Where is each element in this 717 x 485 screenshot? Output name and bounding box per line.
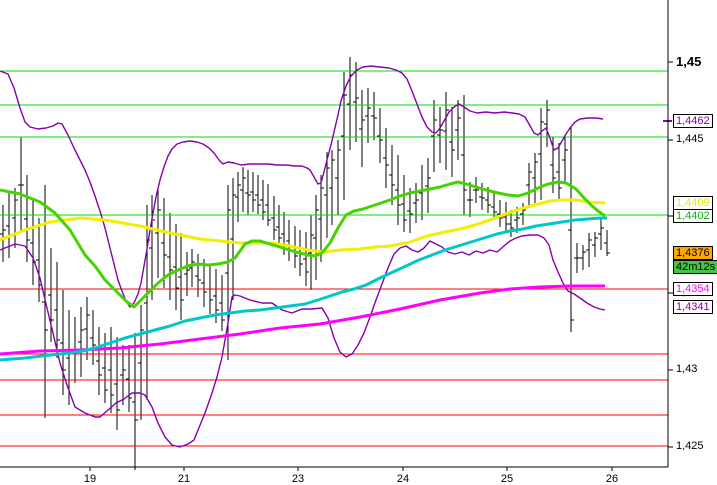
- bollinger-upper-line: [0, 65, 604, 308]
- ma-magenta-line: [0, 284, 605, 356]
- bollinger-lower-line: [0, 234, 606, 448]
- ma-yellow-line: [0, 198, 606, 254]
- ma-green-line: [0, 180, 606, 309]
- ma-cyan-line: [0, 216, 607, 362]
